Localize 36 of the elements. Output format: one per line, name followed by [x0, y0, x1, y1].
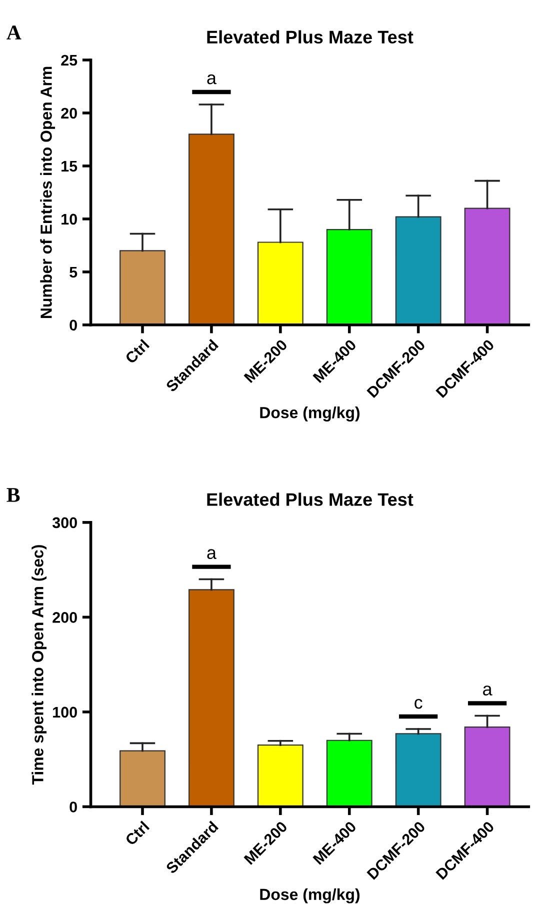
y-tick-label: 10 — [62, 214, 77, 225]
bar — [257, 242, 304, 325]
y-tick-label: 5 — [70, 266, 78, 278]
chart-title: Elevated Plus Maze Test — [207, 30, 414, 44]
y-tick-label: 25 — [61, 54, 78, 66]
x-tick-label: Ctrl — [124, 820, 150, 846]
bar — [464, 208, 510, 325]
text: B — [6, 488, 20, 502]
chart-title: Elevated Plus Maze Test — [207, 492, 414, 506]
y-axis-title: Time spent into Open Arm (sec) — [32, 545, 47, 785]
bar — [120, 750, 166, 807]
bar — [395, 733, 442, 807]
bar — [326, 740, 372, 807]
bar — [395, 216, 442, 325]
text: A — [6, 26, 22, 40]
y-axis-title: Number of Entries into Open Arm — [40, 66, 56, 318]
y-tick-label: 20 — [61, 108, 77, 119]
x-axis-title: Dose (mg/kg) — [260, 888, 360, 904]
y-tick-label: 0 — [70, 320, 77, 331]
y-tick-label: 300 — [52, 517, 77, 528]
bar — [188, 589, 234, 807]
y-tick-label: 0 — [70, 802, 77, 812]
x-axis-title: Dose (mg/kg) — [260, 406, 360, 422]
bar — [326, 228, 372, 325]
bar — [464, 726, 510, 807]
x-tick-label: Ctrl — [124, 338, 150, 364]
bar — [120, 250, 166, 325]
y-tick-label: 200 — [52, 612, 77, 623]
bar — [257, 744, 304, 807]
annotation: c — [414, 698, 422, 709]
y-tick-label: 100 — [53, 706, 77, 718]
annotation: a — [207, 74, 216, 84]
bar — [188, 134, 234, 325]
annotation: a — [207, 549, 216, 560]
annotation: a — [483, 686, 492, 696]
y-tick-label: 15 — [62, 160, 78, 172]
